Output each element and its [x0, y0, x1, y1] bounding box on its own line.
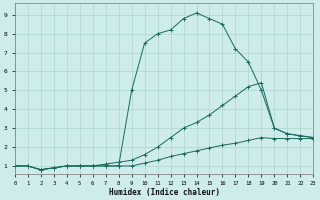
X-axis label: Humidex (Indice chaleur): Humidex (Indice chaleur): [108, 188, 220, 197]
